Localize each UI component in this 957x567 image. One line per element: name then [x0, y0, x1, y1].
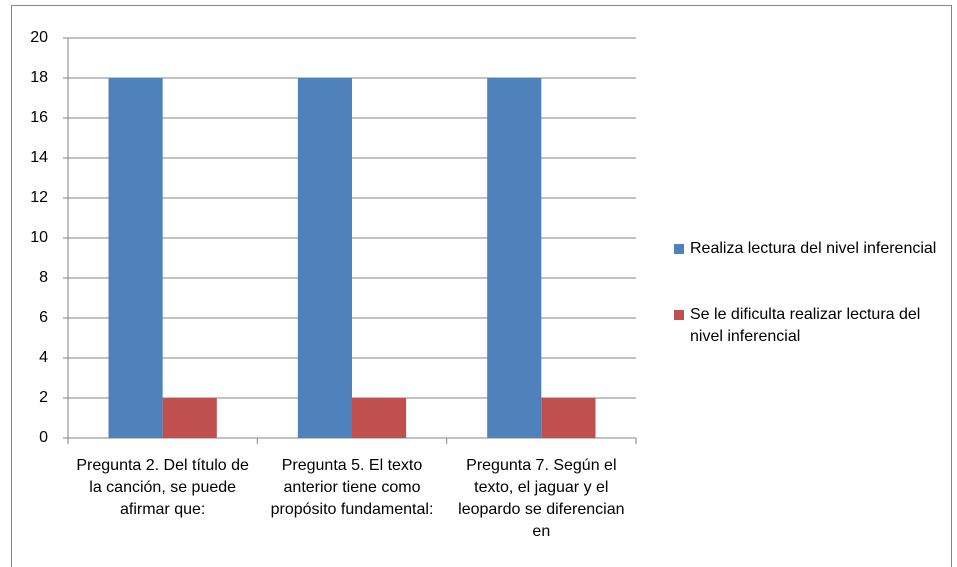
x-tick-label: Pregunta 7. Según el texto, el jaguar y …: [458, 457, 625, 540]
bar: [162, 398, 217, 438]
y-tick-label: 0: [39, 429, 48, 446]
y-tick-label: 10: [30, 229, 48, 246]
y-tick-label: 12: [30, 189, 48, 206]
legend-swatch: [674, 310, 684, 320]
legend-swatch: [674, 244, 684, 254]
bar: [487, 78, 542, 438]
y-tick-label: 6: [39, 309, 48, 326]
chart-frame: [11, 5, 952, 567]
y-tick-label: 8: [39, 269, 48, 286]
y-tick-label: 14: [30, 149, 48, 166]
x-tick-label: Pregunta 2. Del título de la canción, se…: [76, 457, 249, 518]
bar: [297, 78, 352, 438]
bar: [108, 78, 163, 438]
legend-label: Realiza lectura del nivel inferencial: [690, 240, 937, 257]
legend-label: Se le dificulta realizar lectura del niv…: [690, 306, 921, 345]
y-tick-label: 20: [30, 29, 48, 46]
x-tick-label: Pregunta 5. El texto anterior tiene como…: [270, 457, 434, 518]
y-tick-label: 4: [39, 349, 48, 366]
bar: [541, 398, 596, 438]
bar: [352, 398, 407, 438]
y-tick-label: 16: [30, 109, 48, 126]
y-tick-label: 18: [30, 69, 48, 86]
y-tick-label: 2: [39, 389, 48, 406]
